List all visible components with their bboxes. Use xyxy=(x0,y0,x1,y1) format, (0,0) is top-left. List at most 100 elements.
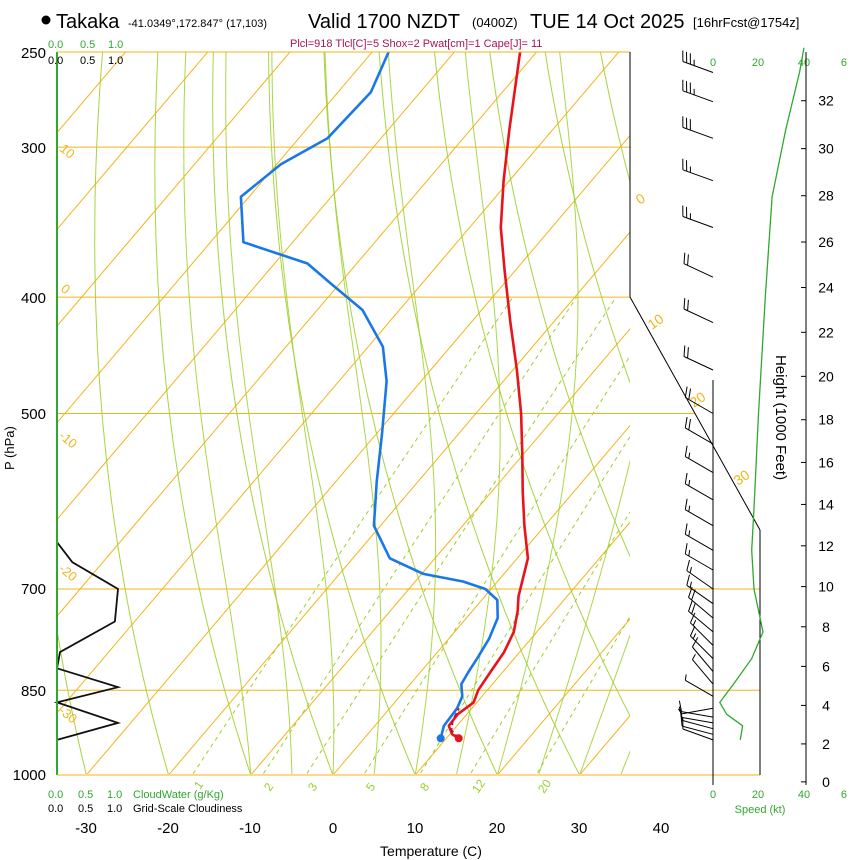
wind-barb-icon xyxy=(683,345,714,371)
height-tick-label: 16 xyxy=(818,454,834,470)
moist-adiabat-line xyxy=(538,459,630,774)
cloudwater-tick-label: 0.0 xyxy=(48,39,63,51)
wind-barb-icon xyxy=(684,498,714,527)
wind-barb-icon xyxy=(684,416,714,445)
pressure-tick-label: 850 xyxy=(21,683,46,700)
cloudiness-tick-label: 0.5 xyxy=(80,55,95,67)
mixing-ratio-label: 8 xyxy=(417,780,432,794)
mixing-ratio-lines xyxy=(192,296,630,774)
surface-dewpoint-point xyxy=(436,734,445,743)
height-tick-label: 12 xyxy=(818,538,834,554)
cloudiness-tick-label: 0.0 xyxy=(48,55,63,67)
speed-tick-label: 40 xyxy=(798,789,810,801)
isotherm-line xyxy=(579,714,630,774)
isotherm-label: 0 xyxy=(633,190,649,208)
cloudiness-label: Grid-Scale Cloudiness xyxy=(133,803,243,815)
cloudwater-tick-label: 1.0 xyxy=(107,789,122,801)
moist-adiabat-line xyxy=(497,52,579,774)
moist-adiabat-line xyxy=(183,52,252,774)
height-tick-label: 2 xyxy=(822,736,830,752)
height-tick-label: 0 xyxy=(822,774,830,790)
sounding-profiles xyxy=(239,51,530,743)
station-coords: -41.0349°,172.847° (17,103) xyxy=(128,18,267,30)
speed-tick-label: 0 xyxy=(710,57,716,69)
isotherm-line xyxy=(57,52,456,521)
mixing-ratio-line xyxy=(419,435,630,774)
dewpoint-line xyxy=(239,51,499,739)
mixing-ratio-line xyxy=(306,296,617,774)
parcel-line xyxy=(450,707,460,739)
mixing-ratio-line xyxy=(536,615,630,774)
wind-barb-icon xyxy=(682,50,714,73)
isobar-lines xyxy=(57,146,760,691)
dry-adiabat-line xyxy=(489,52,630,558)
isotherm-line xyxy=(86,134,630,774)
wind-barb-icon xyxy=(682,205,714,228)
mixing-ratio-label: 20 xyxy=(535,776,554,795)
cloudiness-tick-label: 0.5 xyxy=(78,803,93,815)
mixing-ratio-label: 3 xyxy=(305,780,320,794)
moist-adiabat-line xyxy=(225,52,293,774)
dry-adiabat-line xyxy=(212,52,334,774)
wind-barb-icon xyxy=(684,386,714,414)
dry-adiabat-line xyxy=(94,52,169,774)
wind-barb-icon xyxy=(684,543,714,571)
x-axis-title: Temperature (C) xyxy=(380,843,482,859)
cloudwater-tick-label: 0.0 xyxy=(48,789,63,801)
isotherm-line xyxy=(57,52,291,327)
isotherm-line xyxy=(0,0,60,775)
cloudwater-tick-label: 1.0 xyxy=(108,39,123,51)
isotherm-label: 30 xyxy=(731,466,753,488)
dry-adiabat-line xyxy=(57,626,87,774)
speed-tick-label: 0 xyxy=(710,789,716,801)
temperature-tick-label: -10 xyxy=(239,820,261,837)
isotherm-labels: 0 10 20 30 10 0 -10 -20 -30 xyxy=(56,141,753,727)
wind-barb-icon xyxy=(689,625,714,659)
moist-adiabat-line xyxy=(579,633,630,774)
wind-barb-icon xyxy=(686,574,714,605)
temperature-tick-label: 30 xyxy=(571,820,588,837)
wind-speed-line xyxy=(719,47,805,741)
dry-adiabat-line xyxy=(323,52,498,774)
forecast-info: [16hrFcst@1754z] xyxy=(693,15,799,30)
utc-time: (0400Z) xyxy=(472,15,518,30)
isotherm-line xyxy=(497,618,630,774)
surface-temperature-point xyxy=(454,734,463,743)
temperature-tick-label: -30 xyxy=(75,820,97,837)
mixing-ratio-label: 5 xyxy=(363,780,378,794)
mixing-ratio-line xyxy=(262,296,578,774)
dry-adiabat-line xyxy=(599,52,630,184)
isotherm-label: 10 xyxy=(57,141,78,162)
station-marker-icon xyxy=(41,15,51,25)
temperature-axis: -30 -20 -10 0 10 20 30 40 Temperature (C… xyxy=(75,820,669,859)
cloudiness-tick-label: 1.0 xyxy=(108,55,123,67)
pressure-tick-label: 300 xyxy=(21,140,46,157)
speed-tick-label: 20 xyxy=(752,57,764,69)
wind-barb-icon xyxy=(689,612,714,646)
station-name: Takaka xyxy=(56,11,120,33)
mixing-ratio-label: 2 xyxy=(261,780,276,794)
height-tick-label: 20 xyxy=(818,368,834,384)
temperature-tick-label: 0 xyxy=(329,820,337,837)
height-tick-label: 6 xyxy=(822,658,830,674)
stability-indices: Plcl=918 Tlcl[C]=5 Shox=2 Pwat[cm]=1 Cap… xyxy=(290,38,542,50)
valid-time: Valid 1700 NZDT xyxy=(308,11,460,33)
y-axis-title: P (hPa) xyxy=(2,426,17,470)
mixing-ratio-line xyxy=(469,511,630,774)
pressure-tick-label: 700 xyxy=(21,581,46,598)
dry-adiabat-line xyxy=(154,52,251,774)
dry-adiabat-line xyxy=(433,52,630,717)
speed-tick-label: 6 xyxy=(841,57,847,69)
mixing-ratio-label: 12 xyxy=(469,776,488,795)
wind-barb-icon xyxy=(683,298,714,324)
speed-tick-label: 6 xyxy=(841,789,847,801)
wind-barb-icon xyxy=(691,637,714,672)
wind-barbs xyxy=(677,50,714,741)
cloud-axis-top-labels: 0.0 0.5 1.0 0.0 0.5 1.0 xyxy=(48,39,123,67)
isotherm-label: -10 xyxy=(56,428,80,452)
temperature-tick-label: 10 xyxy=(407,820,424,837)
cloudiness-panel xyxy=(53,541,122,741)
